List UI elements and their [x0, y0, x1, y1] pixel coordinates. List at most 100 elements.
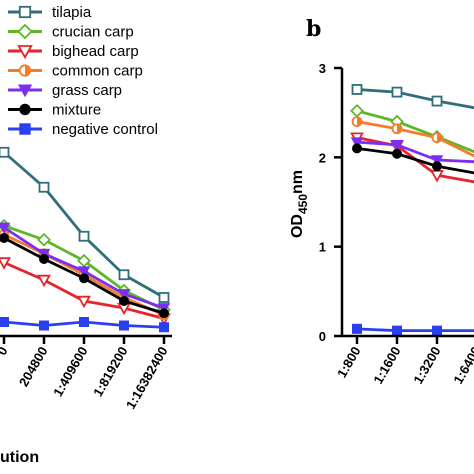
legend-marker	[19, 103, 31, 116]
legend-label: bighead carp	[52, 43, 139, 60]
panel-a-data-point	[77, 295, 91, 309]
legend-item: crucian carp	[8, 24, 134, 41]
panel-b-data-point	[351, 84, 363, 95]
legend-marker	[19, 123, 31, 135]
legend-label: tilapia	[52, 4, 92, 21]
legend-item: common carp	[8, 63, 143, 80]
panel-b-data-point	[431, 132, 443, 144]
panel-b-x-tick-label: 1:3200	[410, 344, 443, 387]
panel-b-y-tick-label: 3	[319, 61, 326, 76]
panel-a-data-point	[158, 292, 170, 303]
panel-b-y-ticks: 0 1 2 3	[319, 61, 342, 344]
panel-a-data-point	[0, 146, 10, 158]
panel-b-y-tick-label: 1	[319, 240, 326, 255]
panel-a-x-tick-label: 0	[0, 344, 11, 358]
panel-b-letter: b	[306, 16, 321, 42]
legend-marker	[17, 23, 33, 40]
panel-a-data-point	[37, 232, 51, 247]
panel-b-data-point	[352, 323, 362, 334]
panel-b-series-group	[350, 84, 474, 336]
panel-a-data-point	[117, 289, 131, 301]
panel-b-series	[351, 84, 474, 110]
panel-a-data-point	[79, 273, 89, 284]
panel-a-data-point	[159, 308, 169, 319]
panel-a-data-point	[38, 181, 50, 193]
panel-b-x-tick-label: 1:6400	[450, 344, 474, 387]
panel-b-data-point	[391, 86, 403, 98]
panel-a-data-point	[0, 222, 11, 234]
legend-item: negative control	[8, 121, 158, 138]
panel-a-data-point	[78, 230, 90, 242]
panel-a-data-point	[39, 320, 49, 331]
panel-a-x-tick-label: 1:16382400	[123, 344, 171, 412]
panel-a-data-point	[79, 317, 89, 327]
panel-a-data-point	[119, 296, 129, 306]
legend-marker	[17, 84, 33, 98]
panel-b-y-tick-label: 0	[319, 329, 326, 344]
panel-b-y-tick-label: 2	[319, 150, 326, 165]
panel-a-data-point	[159, 322, 169, 333]
panel-a-data-point	[0, 317, 9, 327]
panel-b-series-line	[356, 327, 474, 333]
panel-a-series	[0, 222, 171, 315]
legend-label: common carp	[52, 63, 143, 80]
panel-a-data-point	[0, 257, 11, 270]
panel-b-series-line	[356, 88, 474, 110]
panel-b-y-axis-title: OD450nm	[289, 170, 310, 238]
panel-a-data-point	[77, 266, 91, 278]
panel-b-series	[351, 116, 474, 158]
panel-b-series	[352, 143, 474, 175]
panel-a-x-tick-label: 1:409600	[50, 344, 90, 399]
panel-b-data-point	[390, 140, 404, 152]
panel-a-data-point	[119, 320, 129, 331]
legend-item: bighead carp	[8, 43, 139, 60]
panel-b-series-line	[356, 109, 474, 154]
panel-b-series-line	[356, 120, 474, 158]
panel-b-series-line	[356, 147, 474, 175]
panel-a-series-group	[0, 146, 171, 333]
panel-b-data-point	[391, 123, 403, 135]
legend-label: crucian carp	[52, 24, 134, 41]
panel-b-x-tick-label: 1:1600	[370, 344, 403, 387]
legend-label: grass carp	[52, 82, 122, 99]
panel-b-data-point	[432, 161, 442, 172]
legend-item: grass carp	[8, 82, 122, 99]
legend-marker	[17, 45, 33, 60]
panel-b-series-line	[356, 140, 474, 164]
panel-b-data-point	[352, 143, 362, 154]
panel-a-x-tick-label: 1:819200	[90, 344, 130, 399]
legend-item: tilapia	[8, 4, 92, 21]
panel-a-data-point	[77, 253, 91, 268]
panel-b-data-point	[430, 155, 444, 167]
legend-marker	[18, 64, 32, 77]
legend-item: mixture	[8, 102, 101, 119]
panel-a-series	[0, 146, 170, 303]
panel-b-data-point	[432, 325, 442, 336]
panel-b-data-point	[392, 325, 402, 336]
panel-b-data-point	[351, 116, 363, 127]
panel-b-data-point	[350, 137, 364, 149]
panel-b-series	[350, 137, 474, 167]
panel-a-data-point	[0, 233, 9, 243]
legend: tilapia crucian carp bighead carp common ca…	[8, 4, 158, 138]
panel-b-series	[352, 323, 474, 336]
panel-a-data-point	[118, 269, 130, 281]
legend-marker	[18, 5, 32, 19]
panel-a-data-point	[37, 274, 51, 288]
panel-b-data-point	[350, 103, 364, 118]
panel-a-series	[0, 233, 169, 319]
panel-b-data-point	[431, 95, 443, 107]
panel-a-data-point	[39, 254, 49, 264]
panel-a-series	[0, 317, 169, 333]
panel-b-x-tick-label: 1:800	[334, 344, 364, 380]
panel-a-x-tick-label: 204800	[16, 344, 51, 389]
panel-b-data-point	[392, 148, 402, 159]
legend-label: mixture	[52, 102, 101, 119]
legend-label: negative control	[52, 121, 158, 138]
panel-a-x-axis-title: ution	[0, 449, 39, 466]
